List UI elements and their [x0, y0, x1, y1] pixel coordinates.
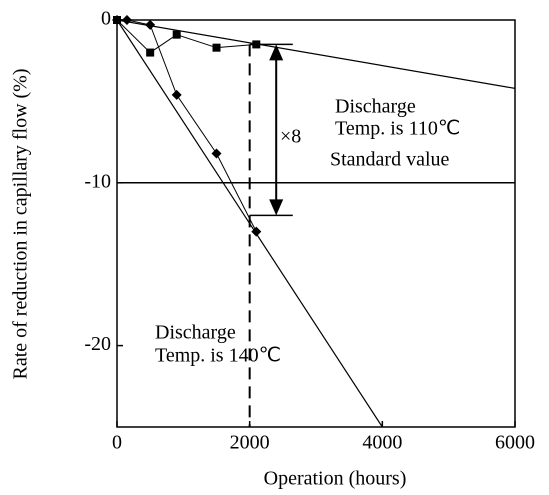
arrow-head — [269, 199, 284, 216]
annotation: Discharge — [335, 96, 416, 118]
y-tick-label: -10 — [84, 170, 111, 192]
x-tick-label: 4000 — [362, 432, 402, 454]
y-tick-label: -20 — [84, 333, 111, 355]
annotation: ×8 — [280, 126, 301, 148]
diamond-marker — [145, 19, 156, 30]
annotation: Temp. is 110℃ — [335, 118, 460, 140]
annotation: Standard value — [330, 149, 450, 171]
annotation: Temp. is 140℃ — [155, 345, 281, 367]
diamond-marker — [211, 148, 222, 159]
diamond-marker — [171, 89, 182, 100]
diamond-marker — [251, 226, 262, 237]
diamond-marker — [112, 15, 122, 25]
arrow-head — [269, 44, 284, 61]
x-tick-label: 2000 — [230, 432, 270, 454]
annotation: Discharge — [155, 322, 236, 344]
square-marker — [172, 30, 181, 39]
x-axis-label: Operation (hours) — [264, 468, 407, 490]
x-tick-label: 0 — [112, 432, 122, 454]
series-line — [116, 19, 257, 54]
x-tick-label: 6000 — [495, 432, 535, 454]
trend-line — [116, 19, 383, 428]
square-marker — [146, 48, 155, 57]
square-marker — [212, 43, 221, 52]
diamond-marker — [121, 15, 132, 25]
y-axis-label: Rate of reduction in capillary flow (%) — [10, 69, 32, 380]
plot-frame — [116, 19, 516, 428]
trend-line — [116, 19, 516, 89]
y-tick-label: 0 — [101, 8, 111, 30]
